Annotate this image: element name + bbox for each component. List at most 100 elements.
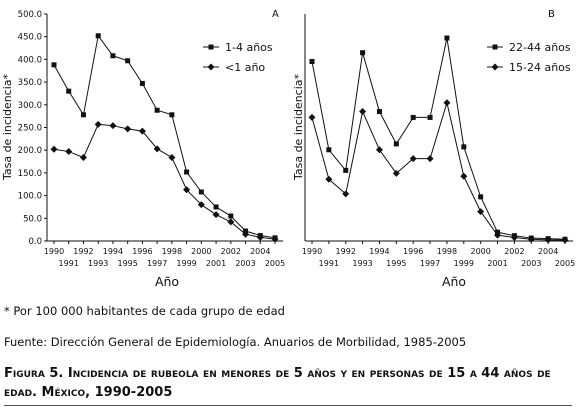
panel-b-series-line-2 bbox=[311, 100, 566, 241]
panel-a-xtick-label: 1996 bbox=[132, 247, 152, 256]
panel-b-xtick-label: 2003 bbox=[521, 259, 541, 268]
panel-a-data-point bbox=[124, 125, 132, 133]
panel-b-x-axis-title: Año bbox=[442, 274, 466, 289]
panel-b-data-point bbox=[426, 155, 434, 163]
panel-a-legend-label: <1 año bbox=[225, 61, 265, 74]
panel-b-data-point bbox=[427, 114, 433, 120]
footnote: * Por 100 000 habitantes de cada grupo d… bbox=[4, 304, 285, 318]
panel-a-data-point bbox=[51, 62, 57, 68]
panel-a-ytick-label: 500.0 bbox=[18, 10, 42, 20]
panel-b-panel-label: B bbox=[548, 9, 555, 20]
panel-a-ytick-label: 350.0 bbox=[18, 78, 42, 88]
panel-b-xtick-label: 1997 bbox=[420, 259, 440, 268]
panel-a-ytick-label: 400.0 bbox=[18, 55, 42, 65]
panel-b-xtick-label: 1998 bbox=[437, 247, 457, 256]
panel-b-legend-label: 22-44 años bbox=[509, 41, 571, 54]
panel-a-data-point bbox=[183, 186, 191, 194]
panel-a-data-point bbox=[168, 153, 176, 161]
panel-b-xtick-label: 1992 bbox=[336, 247, 356, 256]
panel-a-xtick-label: 2000 bbox=[191, 247, 211, 256]
panel-a-data-point bbox=[271, 235, 279, 243]
panel-a-xtick-label: 2002 bbox=[221, 247, 241, 256]
figure-caption: Figura 5. Incidencia de rubeola en menor… bbox=[4, 366, 551, 400]
panel-a-data-point bbox=[94, 120, 102, 128]
panel-a-data-point bbox=[110, 53, 116, 59]
panel-a-ytick-label: 200.0 bbox=[18, 146, 42, 156]
panel-a-data-point bbox=[197, 201, 205, 209]
panel-b-data-point bbox=[376, 109, 382, 115]
panel-a-xtick-label: 2001 bbox=[206, 259, 226, 268]
panel-b-xtick-label: 1993 bbox=[352, 259, 372, 268]
panel-b-data-point bbox=[410, 114, 416, 120]
panel-a-xtick-label: 1995 bbox=[117, 259, 137, 268]
panel-a-data-point bbox=[169, 112, 175, 118]
panel-a-chart: 0.0 50.0 100.0 150.0 200.0 250.0 300.0 350.0 400… bbox=[1, 9, 285, 289]
panel-a-xtick-label: 1994 bbox=[103, 247, 123, 256]
panel-a-panel-label: A bbox=[272, 9, 279, 20]
panel-a-xtick-label: 1997 bbox=[147, 259, 167, 268]
panel-b-data-point bbox=[343, 167, 349, 173]
panel-b-data-point bbox=[443, 99, 451, 107]
panel-b-data-point bbox=[561, 236, 569, 244]
panel-a-legend-label: 1-4 años bbox=[225, 41, 273, 54]
panel-a-data-point bbox=[95, 33, 101, 39]
panel-a-xtick-label: 1993 bbox=[88, 259, 108, 268]
panel-a-data-point bbox=[184, 169, 190, 175]
panel-b-data-point bbox=[393, 141, 399, 147]
panel-b-data-point bbox=[308, 113, 316, 121]
panel-a-xtick-label: 2004 bbox=[250, 247, 270, 256]
figure-charts: 0.0 50.0 100.0 150.0 200.0 250.0 300.0 350.0 400… bbox=[1, 9, 575, 289]
panel-b-data-point bbox=[444, 35, 450, 41]
panel-a-xtick-label: 1992 bbox=[73, 247, 93, 256]
panel-a-data-point bbox=[65, 148, 73, 156]
panel-b-xtick-label: 2005 bbox=[555, 259, 575, 268]
panel-a-data-point bbox=[212, 211, 220, 219]
panel-a-data-point bbox=[66, 88, 72, 94]
panel-a-series-line-1 bbox=[53, 34, 276, 239]
panel-a-data-point bbox=[256, 233, 264, 241]
panel-b-data-point bbox=[309, 59, 315, 65]
panel-a-data-point bbox=[153, 145, 161, 153]
panel-a-series-line-2 bbox=[53, 123, 276, 240]
panel-b-data-point bbox=[527, 235, 535, 243]
panel-a-ytick-label: 50.0 bbox=[23, 214, 42, 224]
panel-b-legend-marker bbox=[492, 44, 498, 50]
panel-a-legend-marker bbox=[207, 63, 215, 71]
panel-a-data-point bbox=[109, 122, 117, 130]
panel-b-xtick-label: 2002 bbox=[504, 247, 524, 256]
caption-divider bbox=[4, 405, 572, 406]
panel-a-ytick-label: 450.0 bbox=[18, 33, 42, 43]
panel-a-ytick-label: 250.0 bbox=[18, 124, 42, 134]
panel-b-xtick-label: 2001 bbox=[487, 259, 507, 268]
panel-a-xtick-label: 1998 bbox=[162, 247, 182, 256]
panel-b-data-point bbox=[409, 155, 417, 163]
panel-b-data-point bbox=[478, 194, 484, 200]
panel-b-data-point bbox=[359, 108, 367, 116]
panel-a-xtick-label: 1991 bbox=[59, 259, 79, 268]
panel-b-data-point bbox=[510, 233, 518, 241]
panel-b-xtick-label: 2000 bbox=[470, 247, 490, 256]
panel-b-xtick-label: 1994 bbox=[369, 247, 389, 256]
panel-b-xtick-label: 1995 bbox=[386, 259, 406, 268]
panel-b-data-point bbox=[494, 231, 502, 239]
panel-a-ytick-label: 0.0 bbox=[28, 237, 42, 247]
panel-b-xtick-label: 1999 bbox=[454, 259, 474, 268]
panel-a-x-axis-title: Año bbox=[155, 274, 179, 289]
panel-a-y-axis-title: Tasa de incidencia* bbox=[1, 73, 14, 181]
panel-b-data-point bbox=[461, 144, 467, 150]
panel-b-data-point bbox=[477, 208, 485, 216]
panel-a-data-point bbox=[79, 153, 87, 161]
panel-b-data-point bbox=[326, 147, 332, 153]
panel-a-ytick-label: 300.0 bbox=[18, 101, 42, 111]
panel-a-data-point bbox=[228, 213, 234, 219]
panel-b-xtick-label: 2004 bbox=[538, 247, 558, 256]
panel-b-data-point bbox=[375, 146, 383, 154]
panel-b-chart: 1990 1991 1992 1993 1994 1995 1996 1997 1998 1999… bbox=[292, 9, 575, 289]
panel-b-data-point bbox=[360, 50, 366, 56]
panel-b-legend-label: 15-24 años bbox=[509, 61, 571, 74]
source-note: Fuente: Dirección General de Epidemiolog… bbox=[4, 335, 467, 349]
panel-a-xtick-label: 2005 bbox=[265, 259, 285, 268]
panel-b-data-point bbox=[392, 169, 400, 177]
panel-a-ytick-label: 150.0 bbox=[18, 169, 42, 179]
panel-a-xtick-label: 2003 bbox=[235, 259, 255, 268]
